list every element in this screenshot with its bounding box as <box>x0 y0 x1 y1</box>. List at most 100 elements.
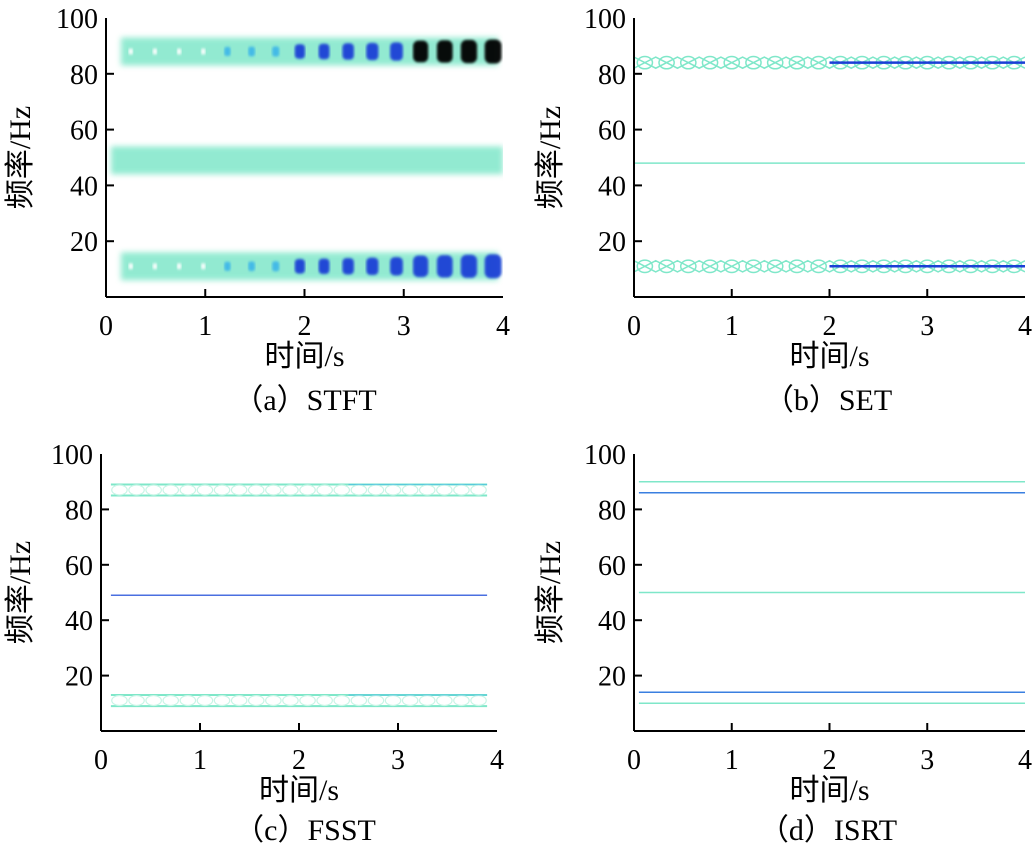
ridge-87hz <box>110 483 488 497</box>
ridge-ring <box>384 484 402 496</box>
y-tick-label: 80 <box>598 495 626 526</box>
energy-blob <box>318 43 330 60</box>
ridge-ring <box>658 55 675 70</box>
y-tick-label: 100 <box>56 4 98 35</box>
ridge-ring <box>299 694 316 707</box>
x-axis-label: 时间/s <box>259 774 339 807</box>
x-tick-label: 0 <box>627 311 641 342</box>
ridge-ring <box>316 694 333 707</box>
ridge-ring <box>470 694 487 707</box>
band-fill <box>120 37 499 66</box>
x-tick-label: 3 <box>920 311 934 342</box>
ridge-11hz <box>110 693 488 708</box>
ridge-ring <box>723 55 741 70</box>
ridge-ring <box>145 694 162 707</box>
y-tick-label: 60 <box>598 551 626 582</box>
energy-blob <box>436 255 453 278</box>
energy-blob <box>201 48 206 55</box>
energy-blob <box>390 257 403 276</box>
ridge-ring <box>401 484 419 496</box>
panel-caption: （d）ISRT <box>759 814 897 847</box>
plot-area <box>110 37 503 281</box>
energy-blob <box>152 263 158 270</box>
energy-blob <box>272 46 280 57</box>
ridge-ring <box>333 484 351 496</box>
ridge-ring <box>418 484 436 496</box>
x-tick-label: 3 <box>391 745 405 776</box>
y-tick-label: 20 <box>598 662 626 693</box>
y-tick-label: 20 <box>70 227 98 258</box>
ridge-ring <box>766 259 784 274</box>
ridge-wave-upper <box>634 259 1025 273</box>
energy-blob <box>484 254 502 279</box>
energy-blob <box>318 258 330 275</box>
ridge-wave-lower <box>634 259 1025 273</box>
ridge-ring <box>265 694 282 707</box>
energy-blob <box>366 42 379 61</box>
y-tick-label: 60 <box>70 116 98 147</box>
y-tick-label: 40 <box>70 171 98 202</box>
energy-blob <box>177 48 182 55</box>
ridge-ring <box>162 694 180 707</box>
ridge-ring <box>436 694 453 707</box>
ridge-ring <box>788 55 806 70</box>
ridge-ring <box>745 55 762 70</box>
ridge-ring <box>470 484 487 496</box>
ridge-ring <box>213 694 231 707</box>
ridge-ring <box>282 484 299 496</box>
ridge-ring <box>111 484 128 496</box>
x-tick-label: 1 <box>198 311 212 342</box>
x-tick-label: 0 <box>627 745 641 776</box>
panel-stft: 0 1 2 3 4 20 40 60 80 100 时间/s 频率/Hz （a）STFT <box>4 4 510 417</box>
panel-caption: （a）STFT <box>233 384 376 417</box>
band-fill <box>120 252 499 281</box>
ridge-ring <box>636 55 654 70</box>
energy-blob <box>436 40 453 63</box>
x-tick-label: 4 <box>490 745 504 776</box>
x-axis-label: 时间/s <box>789 340 869 373</box>
y-tick-label: 20 <box>65 662 93 693</box>
ridge-ring <box>350 484 368 496</box>
ridge-ring <box>265 484 282 496</box>
y-tick-label: 60 <box>65 551 93 582</box>
y-tick-label: 100 <box>584 4 626 35</box>
x-axis-label: 时间/s <box>264 340 344 373</box>
ridge-88hz <box>120 37 502 66</box>
y-tick-label: 100 <box>51 440 93 471</box>
ridge-11hz <box>120 252 502 281</box>
ridge-ring <box>367 694 385 707</box>
ridge-ring <box>810 259 827 274</box>
ridge-wave-lower <box>634 56 1025 70</box>
ridge-ring <box>679 55 697 70</box>
energy-blob <box>128 48 133 55</box>
plot-area <box>634 55 1025 274</box>
ridge-ring <box>247 484 265 496</box>
ridge-ring <box>701 259 719 274</box>
ridge-ring <box>213 484 231 496</box>
ridge-ring <box>745 259 762 274</box>
ridge-ring <box>810 55 827 70</box>
x-tick-label: 2 <box>823 311 837 342</box>
ridge-ring <box>453 484 470 496</box>
y-axis-label: 频率/Hz <box>4 541 37 644</box>
y-tick-label: 80 <box>70 60 98 91</box>
x-tick-label: 2 <box>298 311 312 342</box>
ridge-ring <box>679 259 697 274</box>
energy-blob <box>484 39 502 64</box>
y-tick-label: 80 <box>598 60 626 91</box>
ridge-ring <box>247 694 265 707</box>
ridge-ring <box>350 694 368 707</box>
ridge-ring <box>196 694 214 707</box>
x-tick-label: 1 <box>725 745 739 776</box>
energy-blob <box>390 42 403 61</box>
x-tick-label: 0 <box>99 311 113 342</box>
ridge-ring <box>701 55 719 70</box>
x-axis-label: 时间/s <box>789 774 869 807</box>
ridge-ring <box>230 484 248 496</box>
ridge-ring <box>282 694 299 707</box>
energy-blob <box>248 46 255 57</box>
x-tick-label: 2 <box>292 745 306 776</box>
energy-blob <box>294 259 305 274</box>
energy-blob <box>342 43 354 60</box>
x-tick-label: 3 <box>397 311 411 342</box>
